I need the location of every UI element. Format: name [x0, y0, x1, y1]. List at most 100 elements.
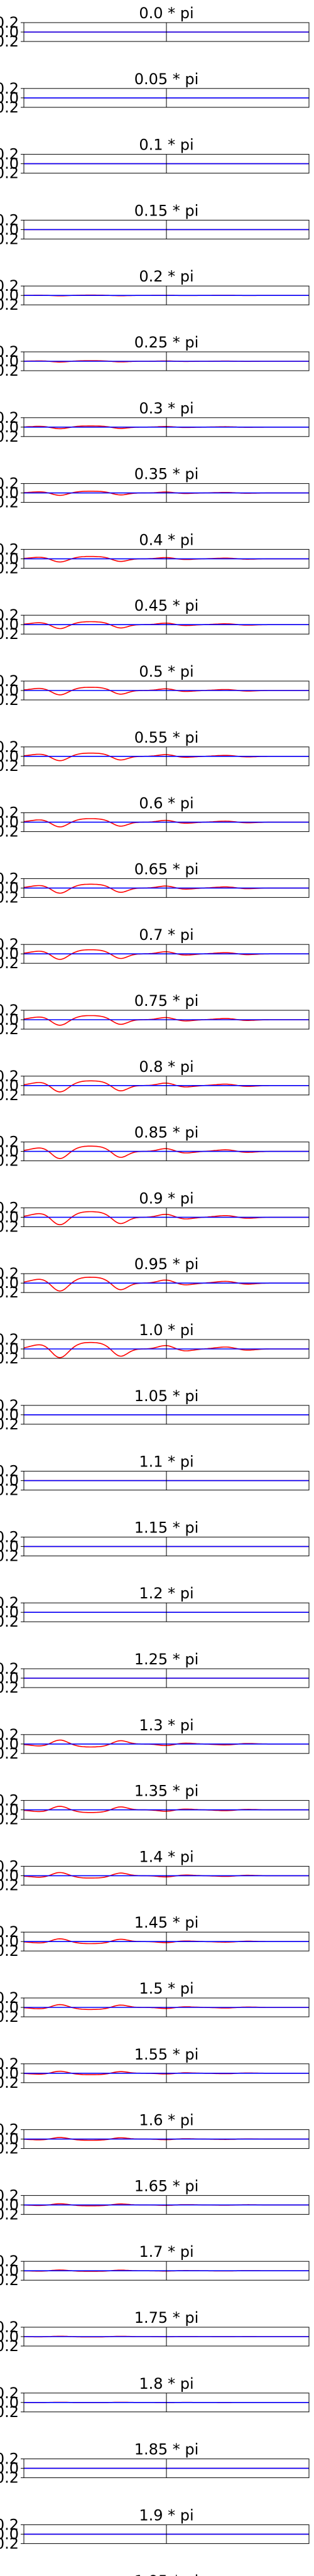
y-tick-label: 0.0	[0, 1340, 19, 1358]
panel-frame	[23, 483, 310, 503]
y-tick-label: 0.2	[0, 14, 19, 31]
panel-26: 1.3 * pi 0.20.00.2	[0, 1716, 310, 1762]
y-tick-label: 0.2	[0, 1152, 19, 1170]
y-tick-label: 0.2	[0, 33, 19, 50]
y-tick-label: 0.2	[0, 1989, 19, 2007]
panel-title: 0.85 * pi	[134, 1124, 199, 1142]
y-tick-label: 0.0	[0, 287, 19, 304]
panel-5: 0.25 * pi 0.20.00.2	[0, 334, 310, 379]
y-tick-label: 0.2	[0, 1086, 19, 1104]
y-tick-label: 0.0	[0, 2196, 19, 2213]
panel-39: 1.95 * pi0.20.00.2	[134, 2572, 199, 2576]
y-tick-label: 0.0	[0, 1603, 19, 1621]
panel-24: 1.2 * pi 0.20.00.2	[0, 1585, 310, 1630]
y-tick-label: 0.2	[0, 1547, 19, 1564]
panel-4: 0.2 * pi 0.20.00.2	[0, 268, 310, 314]
panel-title: 1.4 * pi	[139, 1848, 193, 1865]
panel-title: 0.0 * pi	[139, 4, 193, 22]
panel-frame	[23, 88, 310, 108]
panel-frame	[23, 22, 310, 42]
panel-9: 0.45 * pi 0.20.00.2	[0, 597, 310, 643]
y-tick-label: 0.2	[0, 475, 19, 493]
panel-18: 0.9 * pi 0.20.00.2	[0, 1189, 310, 1235]
panel-title: 1.55 * pi	[134, 2046, 199, 2063]
panel-34: 1.7 * pi 0.20.00.2	[0, 2243, 310, 2289]
panel-frame	[23, 2459, 310, 2479]
y-tick-label: 0.0	[0, 352, 19, 370]
panel-title: 1.85 * pi	[134, 2441, 199, 2459]
y-tick-label: 0.2	[0, 1679, 19, 1696]
panel-29: 1.45 * pi 0.20.00.2	[0, 1914, 310, 1960]
y-tick-label: 0.2	[0, 2384, 19, 2402]
y-tick-label: 0.0	[0, 945, 19, 963]
panel-title: 1.25 * pi	[134, 1651, 199, 1668]
y-tick-label: 0.2	[0, 211, 19, 229]
panel-38: 1.9 * pi 0.20.00.2	[0, 2506, 310, 2552]
panel-19: 0.95 * pi 0.20.00.2	[0, 1255, 310, 1301]
y-tick-label: 0.0	[0, 1472, 19, 1490]
y-tick-label: 0.0	[0, 1999, 19, 2016]
panel-title: 1.3 * pi	[139, 1716, 193, 1734]
panel-2: 0.1 * pi 0.20.00.2	[0, 136, 310, 182]
panel-7: 0.35 * pi 0.20.00.2	[0, 466, 310, 511]
panel-frame	[23, 1931, 310, 1951]
panel-37: 1.85 * pi 0.20.00.2	[0, 2441, 310, 2487]
panel-frame	[23, 285, 310, 305]
y-tick-label: 0.2	[0, 2205, 19, 2223]
panel-frame	[23, 2524, 310, 2544]
y-tick-label: 0.2	[0, 1726, 19, 1744]
panel-frame	[23, 878, 310, 898]
y-tick-label: 0.2	[0, 343, 19, 361]
y-tick-label: 0.2	[0, 936, 19, 953]
panel-12: 0.6 * pi 0.20.00.2	[0, 795, 310, 841]
panel-frame	[23, 1865, 310, 1886]
panel-title: 0.15 * pi	[134, 202, 199, 219]
panel-6: 0.3 * pi 0.20.00.2	[0, 400, 310, 445]
panel-title: 1.9 * pi	[139, 2506, 193, 2524]
panel-frame	[23, 1997, 310, 2017]
panel-title: 0.95 * pi	[134, 1255, 199, 1273]
panel-frame	[23, 1471, 310, 1491]
panel-frame	[23, 548, 310, 569]
panel-title: 0.5 * pi	[139, 663, 193, 680]
y-tick-label: 0.0	[0, 550, 19, 567]
panels-group: 0.0 * pi0.20.00.20.05 * pi0.20.00.20.1 *…	[0, 4, 310, 2576]
y-tick-label: 0.2	[0, 1397, 19, 1414]
y-tick-label: 0.2	[0, 757, 19, 775]
panel-frame	[23, 2393, 310, 2413]
y-tick-label: 0.0	[0, 1735, 19, 1753]
y-tick-label: 0.0	[0, 418, 19, 436]
panel-title: 0.1 * pi	[139, 136, 193, 154]
panel-30: 1.5 * pi 0.20.00.2	[0, 1980, 310, 2026]
panel-8: 0.4 * pi 0.20.00.2	[0, 531, 310, 577]
panel-frame	[23, 1734, 310, 1754]
y-tick-label: 0.0	[0, 616, 19, 633]
panel-title: 1.95 * pi	[134, 2572, 199, 2576]
y-tick-label: 0.2	[0, 540, 19, 558]
y-tick-label: 0.2	[0, 2074, 19, 2092]
y-tick-label: 0.0	[0, 1867, 19, 1884]
y-tick-label: 0.0	[0, 1406, 19, 1424]
panel-frame	[23, 812, 310, 832]
panel-frame	[23, 1668, 310, 1688]
panel-title: 1.5 * pi	[139, 1980, 193, 1997]
y-tick-label: 0.0	[0, 2525, 19, 2543]
y-tick-label: 0.2	[0, 2318, 19, 2336]
panel-10: 0.5 * pi 0.20.00.2	[0, 663, 310, 709]
panel-31: 1.55 * pi 0.20.00.2	[0, 2046, 310, 2092]
y-tick-label: 0.2	[0, 1811, 19, 1828]
y-tick-label: 0.2	[0, 277, 19, 295]
y-tick-label: 0.2	[0, 2008, 19, 2026]
y-tick-label: 0.2	[0, 691, 19, 709]
y-tick-label: 0.2	[0, 625, 19, 643]
panel-title: 0.05 * pi	[134, 70, 199, 88]
panel-title: 0.35 * pi	[134, 466, 199, 483]
y-tick-label: 0.2	[0, 1528, 19, 1546]
panel-title: 1.65 * pi	[134, 2177, 199, 2195]
y-tick-label: 0.2	[0, 2469, 19, 2487]
panel-frame	[23, 1142, 310, 1162]
panel-title: 0.4 * pi	[139, 531, 193, 548]
y-tick-label: 0.2	[0, 1331, 19, 1348]
panel-22: 1.1 * pi 0.20.00.2	[0, 1453, 310, 1499]
y-tick-label: 0.2	[0, 1482, 19, 1499]
